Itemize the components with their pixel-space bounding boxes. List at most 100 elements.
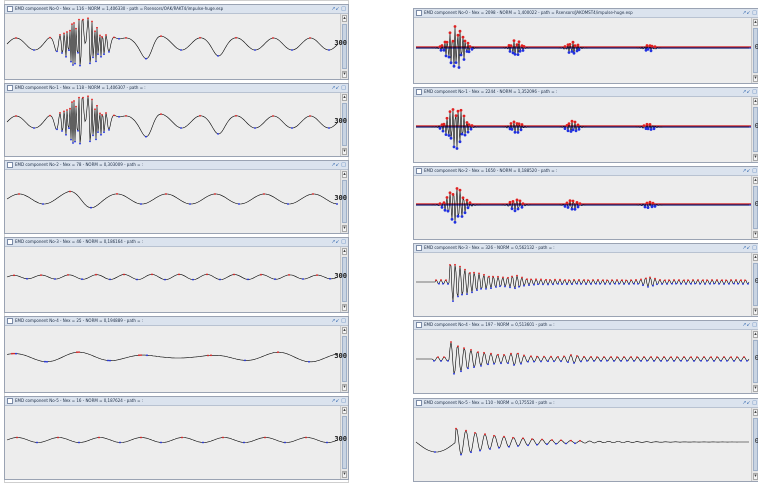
- plot-area[interactable]: [414, 18, 758, 83]
- plot-area[interactable]: [5, 170, 348, 233]
- scroll-down-button[interactable]: ▾: [753, 231, 758, 238]
- panel-titlebar[interactable]: EMD component No-0 - Nex = 2098 - NORM =…: [414, 9, 758, 18]
- maximum-marker: [702, 279, 704, 282]
- resize-controls-icon[interactable]: ↗↙ □: [331, 398, 346, 404]
- maximum-marker: [654, 277, 656, 280]
- scroll-down-button[interactable]: ▾: [753, 385, 758, 392]
- vertical-scrollbar[interactable]: ▴ ▾: [340, 406, 348, 479]
- scroll-up-button[interactable]: ▴: [753, 177, 758, 184]
- plot-area[interactable]: [414, 97, 758, 162]
- resize-controls-icon[interactable]: ↗↙ □: [331, 162, 346, 168]
- scroll-up-button[interactable]: ▴: [342, 248, 347, 255]
- scroll-thumb[interactable]: [342, 416, 347, 469]
- plot-area[interactable]: [414, 253, 758, 316]
- scroll-up-button[interactable]: ▴: [753, 409, 758, 416]
- scroll-up-button[interactable]: ▴: [342, 15, 347, 22]
- vertical-scrollbar[interactable]: ▴ ▾: [340, 326, 348, 392]
- resize-controls-icon[interactable]: ↗↙ □: [331, 85, 346, 91]
- maximum-marker: [690, 356, 692, 358]
- resize-controls-icon[interactable]: ↗↙ □: [742, 245, 757, 251]
- resize-controls-icon[interactable]: ↗↙ □: [742, 168, 757, 174]
- maximum-marker: [716, 356, 718, 358]
- plot-area[interactable]: [414, 176, 758, 239]
- maximum-marker: [468, 45, 472, 48]
- scroll-down-button[interactable]: ▾: [342, 148, 347, 155]
- scroll-down-button[interactable]: ▾: [753, 308, 758, 315]
- plot-area[interactable]: [414, 408, 758, 481]
- vertical-scrollbar[interactable]: ▴ ▾: [340, 93, 348, 156]
- scroll-down-button[interactable]: ▾: [342, 471, 347, 478]
- panel-titlebar[interactable]: EMD component No-5 - Nex = 16 - NORM = 0…: [5, 397, 348, 406]
- plot-area[interactable]: [5, 406, 348, 479]
- minimum-marker: [675, 282, 677, 285]
- scroll-up-button[interactable]: ▴: [753, 331, 758, 338]
- maximum-marker: [75, 105, 77, 108]
- plot-area[interactable]: [5, 93, 348, 156]
- maximum-marker: [160, 35, 162, 37]
- maximum-marker: [659, 279, 661, 281]
- resize-controls-icon[interactable]: ↗↙ □: [331, 239, 346, 245]
- maximum-marker: [521, 202, 525, 205]
- panel-titlebar[interactable]: EMD component No-4 - Nex = 25 - NORM = 0…: [5, 317, 348, 326]
- maximum-marker: [575, 201, 579, 204]
- maximum-marker: [625, 279, 627, 282]
- panel-titlebar[interactable]: EMD component No-1 - Nex = 118 - NORM = …: [5, 84, 348, 93]
- plot-area[interactable]: [414, 330, 758, 393]
- minimum-marker: [552, 283, 554, 286]
- scroll-thumb[interactable]: [342, 336, 347, 382]
- maximum-marker: [451, 193, 455, 196]
- scroll-down-button[interactable]: ▾: [342, 304, 347, 311]
- scroll-down-button[interactable]: ▾: [753, 75, 758, 82]
- scroll-up-button[interactable]: ▴: [342, 171, 347, 178]
- panel-titlebar[interactable]: EMD component No-0 - Nex = 116 - NORM = …: [5, 5, 348, 14]
- plot-area[interactable]: [5, 14, 348, 79]
- maximum-marker: [160, 113, 162, 115]
- scroll-down-button[interactable]: ▾: [753, 473, 758, 480]
- vertical-scrollbar[interactable]: ▴ ▾: [340, 170, 348, 233]
- scroll-up-button[interactable]: ▴: [753, 254, 758, 261]
- axis-value-label: 0: [754, 354, 758, 362]
- scroll-up-button[interactable]: ▴: [342, 327, 347, 334]
- minimum-marker: [291, 127, 293, 129]
- panel-titlebar[interactable]: EMD component No-3 - Nex = 46 - NORM = 0…: [5, 238, 348, 247]
- vertical-scrollbar[interactable]: ▴ ▾: [340, 14, 348, 79]
- panel-titlebar[interactable]: EMD component No-4 - Nex = 197 - NORM = …: [414, 321, 758, 330]
- scroll-up-button[interactable]: ▴: [342, 407, 347, 414]
- scroll-up-button[interactable]: ▴: [753, 19, 758, 26]
- maximum-marker: [508, 200, 512, 204]
- resize-controls-icon[interactable]: ↗↙ □: [331, 318, 346, 324]
- panel-titlebar[interactable]: EMD component No-3 - Nex = 326 - NORM = …: [414, 244, 758, 253]
- resize-controls-icon[interactable]: ↗↙ □: [742, 322, 757, 328]
- resize-controls-icon[interactable]: ↗↙ □: [331, 6, 346, 12]
- maximum-marker: [459, 108, 463, 112]
- panel-titlebar[interactable]: EMD component No-2 - Nex = 1650 - NORM =…: [414, 167, 758, 176]
- maximum-marker: [554, 278, 556, 281]
- maximum-marker: [603, 356, 605, 358]
- scroll-thumb[interactable]: [342, 180, 347, 223]
- signal-trace: [6, 191, 338, 209]
- scroll-thumb[interactable]: [342, 257, 347, 302]
- scroll-thumb[interactable]: [342, 103, 347, 146]
- scroll-down-button[interactable]: ▾: [342, 384, 347, 391]
- panel-titlebar[interactable]: EMD component No-2 - Nex = 78 - NORM = 0…: [5, 161, 348, 170]
- maximum-marker: [440, 44, 444, 47]
- panel-titlebar[interactable]: EMD component No-1 - Nex = 2244 - NORM =…: [414, 88, 758, 97]
- scroll-thumb[interactable]: [342, 24, 347, 69]
- scroll-down-button[interactable]: ▾: [342, 71, 347, 78]
- scroll-down-button[interactable]: ▾: [342, 225, 347, 232]
- minimum-marker: [479, 449, 481, 452]
- scroll-up-button[interactable]: ▴: [753, 98, 758, 105]
- minimum-marker: [33, 127, 35, 129]
- scroll-up-button[interactable]: ▴: [342, 94, 347, 101]
- scroll-down-button[interactable]: ▾: [753, 154, 758, 161]
- maximum-marker: [288, 274, 290, 276]
- resize-controls-icon[interactable]: ↗↙ □: [742, 89, 757, 95]
- resize-controls-icon[interactable]: ↗↙ □: [742, 10, 757, 16]
- panel-titlebar[interactable]: EMD component No-5 - Nex = 110 - NORM = …: [414, 399, 758, 408]
- resize-controls-icon[interactable]: ↗↙ □: [742, 400, 757, 406]
- signal-trace: [6, 96, 339, 144]
- plot-area[interactable]: [5, 326, 348, 392]
- panel-title: EMD component No-4 - Nex = 25 - NORM = 0…: [15, 318, 144, 323]
- plot-area[interactable]: [5, 247, 348, 312]
- vertical-scrollbar[interactable]: ▴ ▾: [340, 247, 348, 312]
